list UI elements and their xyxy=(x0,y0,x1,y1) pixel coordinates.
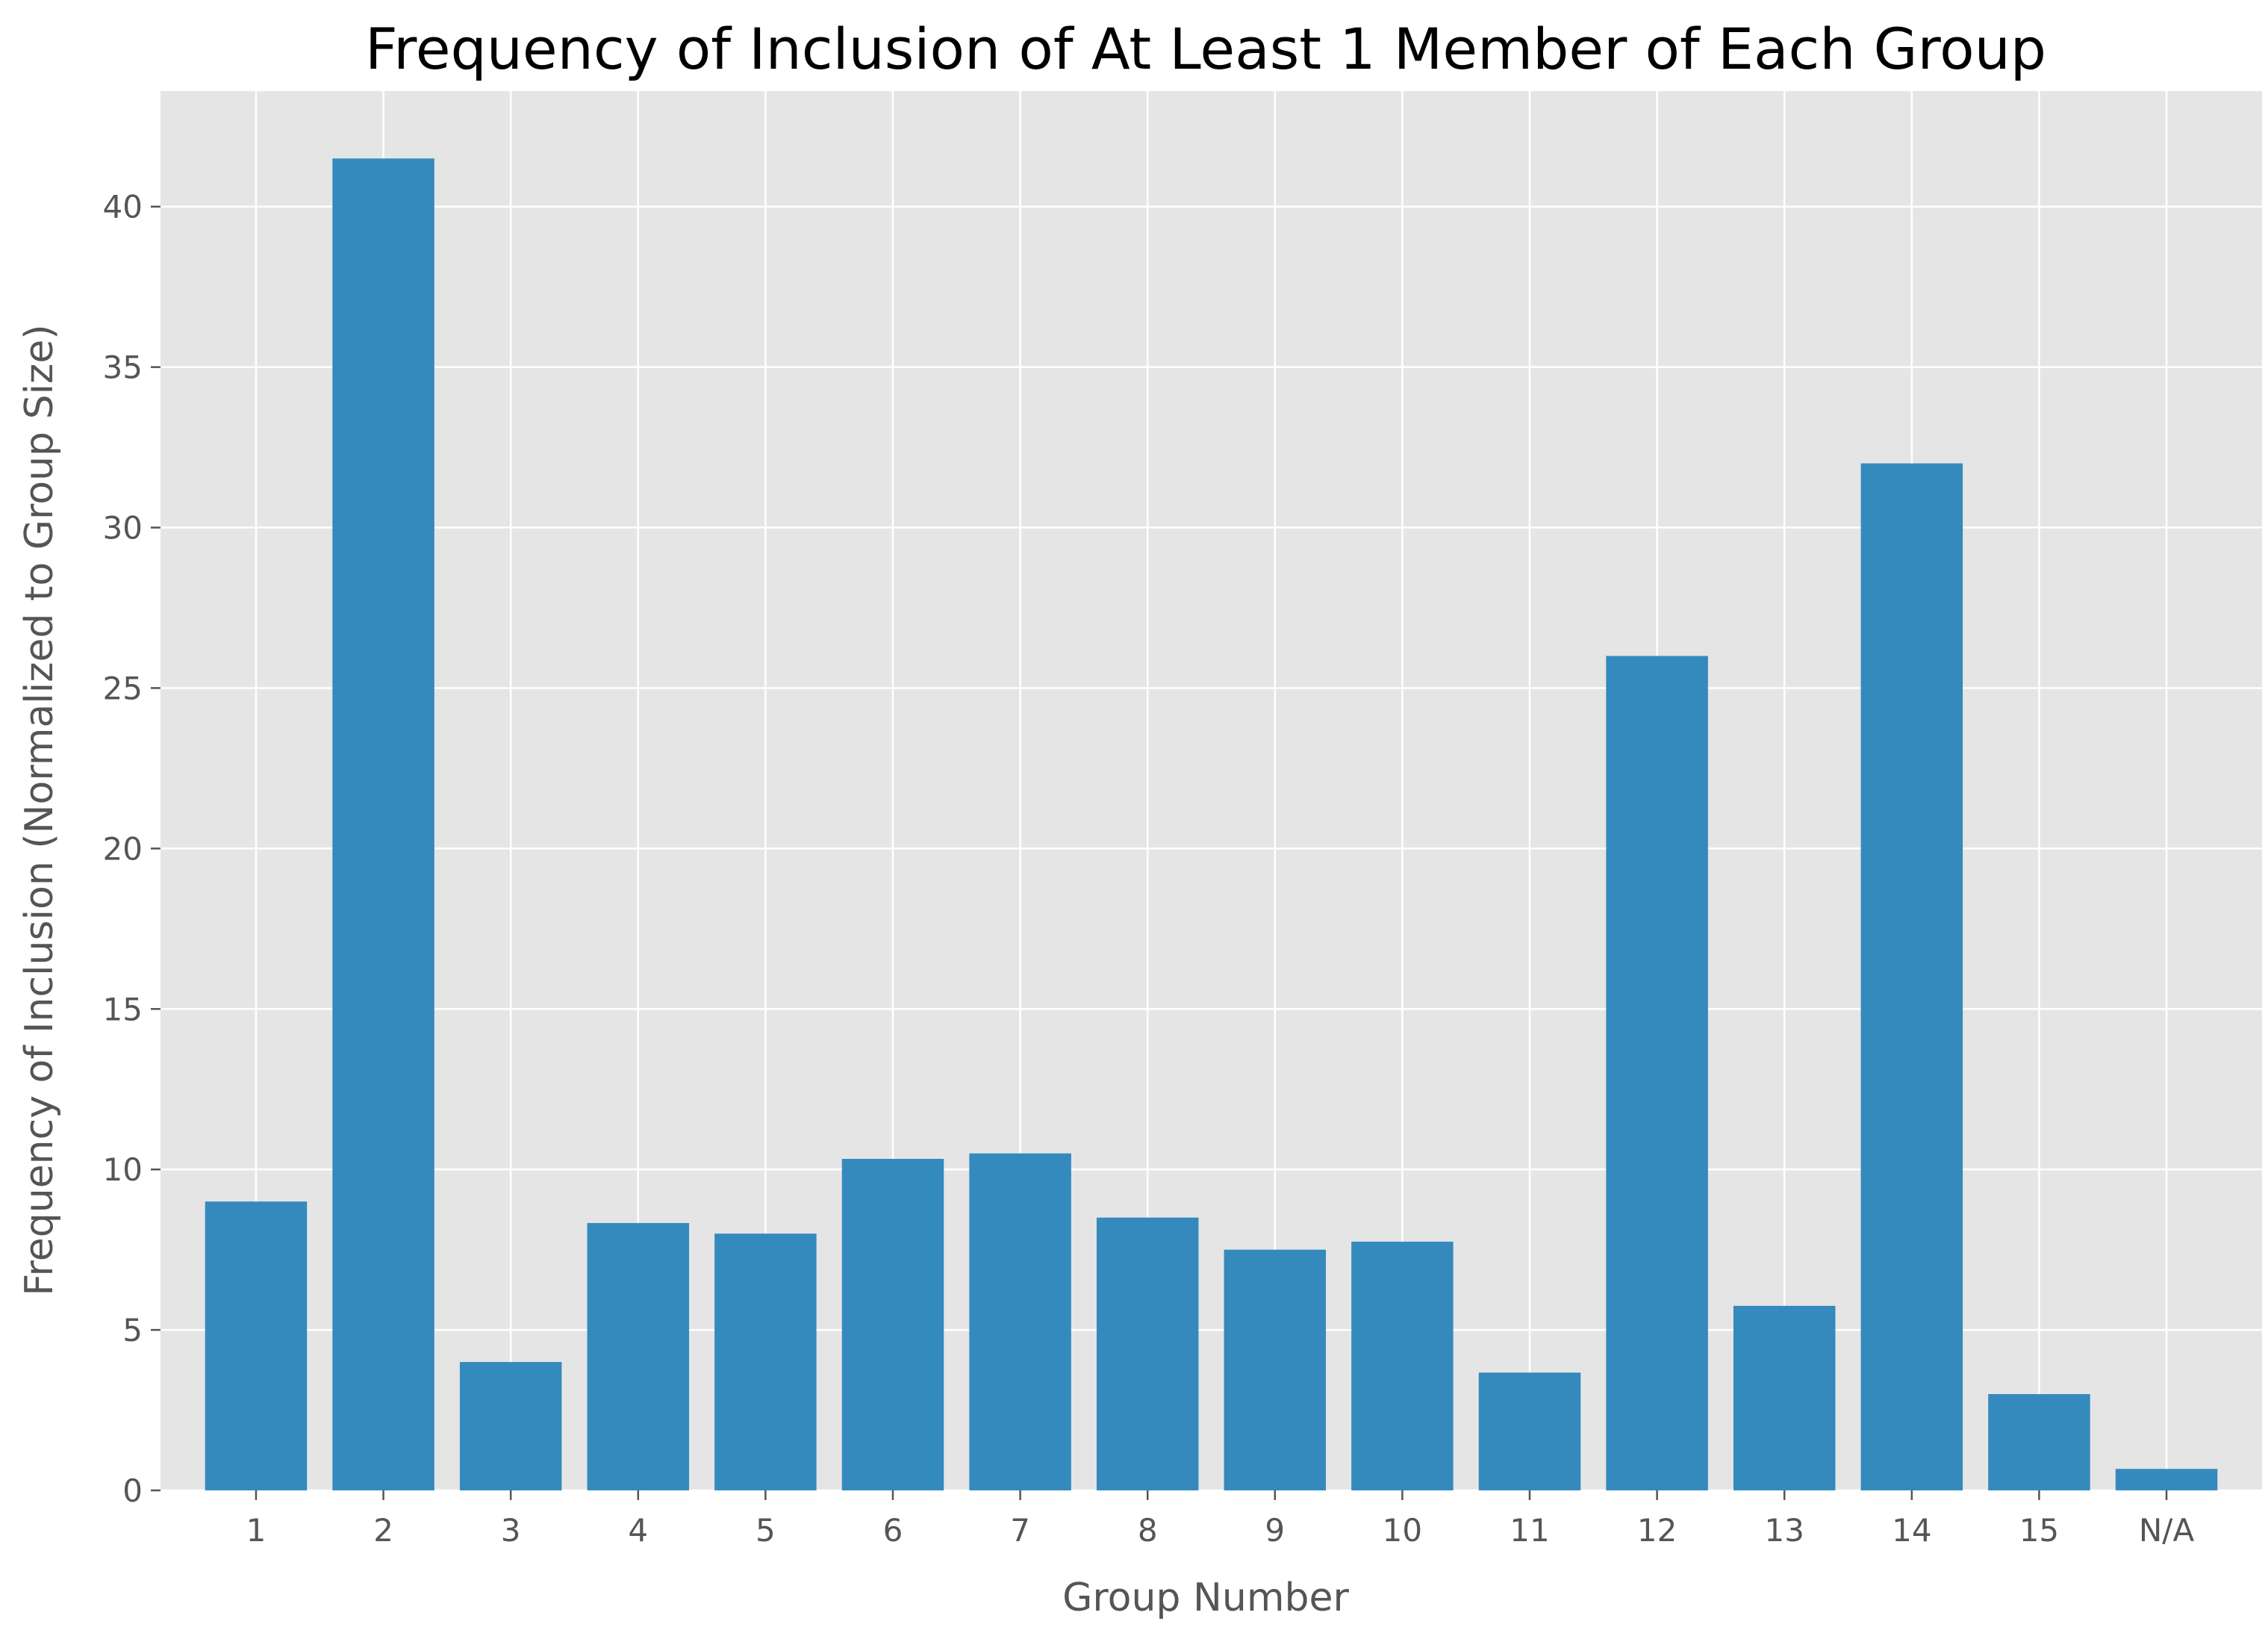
x-tick-label: 13 xyxy=(1765,1512,1804,1549)
bar-12 xyxy=(1606,656,1708,1490)
y-tick-label: 5 xyxy=(122,1312,143,1349)
y-tick-label: 30 xyxy=(103,510,143,547)
bar-1 xyxy=(205,1201,308,1490)
x-tick-label: 2 xyxy=(373,1512,393,1549)
x-tick-label: 11 xyxy=(1510,1512,1549,1549)
bar-2 xyxy=(332,158,434,1490)
y-tick-label: 10 xyxy=(103,1151,143,1188)
bar-9 xyxy=(1224,1249,1327,1490)
bar-na xyxy=(2115,1469,2218,1490)
y-tick-label: 0 xyxy=(122,1472,143,1509)
bar-4 xyxy=(587,1222,690,1490)
x-tick-label: 14 xyxy=(1892,1512,1931,1549)
bars xyxy=(205,158,2218,1490)
bar-13 xyxy=(1733,1305,1836,1490)
bar-10 xyxy=(1351,1241,1454,1490)
x-tick-label: 6 xyxy=(883,1512,903,1549)
x-tick-label: 7 xyxy=(1010,1512,1030,1549)
x-tick-label: 9 xyxy=(1265,1512,1285,1549)
x-axis-label: Group Number xyxy=(1062,1576,1349,1620)
x-tick-label: 12 xyxy=(1637,1512,1677,1549)
y-tick-label: 15 xyxy=(103,991,143,1027)
y-tick-label: 40 xyxy=(103,189,143,225)
bar-15 xyxy=(1988,1394,2090,1490)
x-tick-label: 4 xyxy=(628,1512,648,1549)
x-tick-label: 10 xyxy=(1383,1512,1422,1549)
bar-6 xyxy=(841,1158,944,1490)
bar-7 xyxy=(969,1153,1071,1490)
y-axis-label: Frequency of Inclusion (Normalized to Gr… xyxy=(17,324,62,1295)
bar-5 xyxy=(714,1234,817,1490)
y-tick-label: 25 xyxy=(103,670,143,706)
x-tick-label: 5 xyxy=(756,1512,776,1549)
chart-title: Frequency of Inclusion of At Least 1 Mem… xyxy=(365,16,2046,82)
x-tick-label: 15 xyxy=(2019,1512,2059,1549)
y-tick-label: 35 xyxy=(103,349,143,386)
bar-3 xyxy=(459,1362,562,1490)
bar-14 xyxy=(1860,463,1963,1490)
x-tick-label: 1 xyxy=(246,1512,267,1549)
x-tick-label: 8 xyxy=(1138,1512,1158,1549)
x-tick-label: 3 xyxy=(501,1512,521,1549)
bar-11 xyxy=(1478,1372,1581,1490)
x-tick-label: N/A xyxy=(2139,1512,2195,1549)
y-tick-label: 20 xyxy=(103,830,143,867)
bar-8 xyxy=(1096,1217,1199,1490)
